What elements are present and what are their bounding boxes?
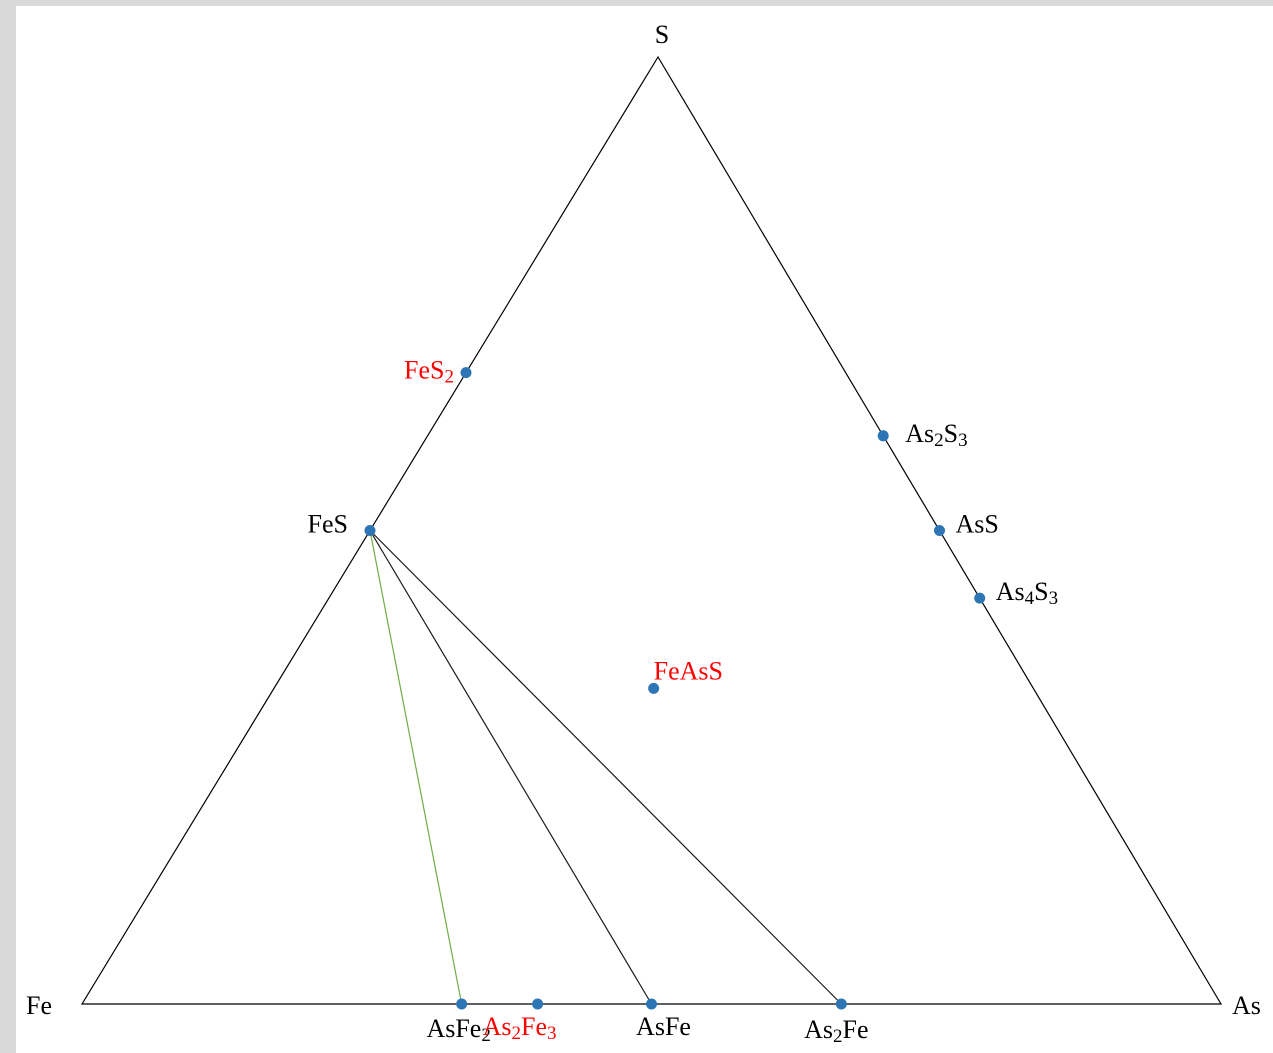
- compound-label-fes: FeS: [308, 510, 348, 539]
- tieline-fes-as2fe: [369, 530, 842, 1005]
- compound-label-part-as4s3-3: 3: [1049, 588, 1059, 609]
- compound-point-fes2: [460, 367, 472, 379]
- vertex-label-s: S: [655, 20, 669, 49]
- compound-label-asfe2: AsFe2: [426, 1014, 490, 1046]
- compound-label-part-as4s3-1: 4: [1025, 588, 1035, 609]
- compound-point-feass: [648, 682, 660, 694]
- compound-label-as4s3: As4S3: [996, 577, 1058, 609]
- compound-label-ass: AsS: [956, 510, 999, 539]
- compound-label-feass: FeAsS: [654, 656, 723, 685]
- compound-label-as2fe3: As2Fe3: [483, 1012, 557, 1044]
- compound-label-part-asfe2-0: AsFe: [426, 1014, 481, 1043]
- compound-label-part-as2s3-2: S: [944, 419, 958, 448]
- compound-point-asfe: [646, 998, 657, 1010]
- compound-label-part-as2s3-1: 2: [934, 430, 944, 451]
- diagram-canvas: [16, 6, 1273, 1053]
- compound-label-part-as2fe3-0: As: [483, 1012, 512, 1041]
- compound-label-part-fes-0: FeS: [308, 510, 348, 539]
- compound-label-asfe: AsFe: [636, 1012, 691, 1041]
- compound-label-part-as2fe-1: 2: [833, 1026, 843, 1047]
- compound-label-part-as2fe-0: As: [804, 1015, 833, 1044]
- compound-point-as2fe: [835, 998, 847, 1010]
- compound-label-part-feass-0: FeAsS: [654, 656, 723, 685]
- compound-label-part-fes2-0: FeS: [404, 356, 444, 385]
- compound-label-fes2: FeS2: [404, 356, 454, 388]
- tieline-group: [369, 530, 842, 1005]
- ternary-triangle-outline: [80, 55, 1223, 1005]
- compound-label-as2fe: As2Fe: [804, 1015, 868, 1047]
- compound-label-part-as2fe3-2: Fe: [521, 1012, 547, 1041]
- compound-label-part-as4s3-0: As: [996, 577, 1025, 606]
- compound-label-part-as2fe3-3: 3: [547, 1023, 557, 1044]
- compound-label-part-as2s3-0: As: [905, 419, 934, 448]
- compound-label-part-asfe2-1: 2: [481, 1025, 491, 1046]
- compound-label-part-asfe-0: AsFe: [636, 1012, 691, 1041]
- compound-label-part-fes2-1: 2: [445, 367, 455, 388]
- compound-label-part-as4s3-2: S: [1034, 577, 1048, 606]
- compound-label-part-as2fe3-1: 2: [512, 1023, 522, 1044]
- tieline-fes-asfe: [369, 530, 653, 1005]
- compound-label-part-ass-0: AsS: [956, 510, 999, 539]
- compound-point-ass: [934, 525, 945, 536]
- tieline-fes-asfe2: [369, 530, 463, 1005]
- compound-point-as4s3: [974, 592, 986, 604]
- compound-label-part-as2fe-2: Fe: [843, 1015, 869, 1044]
- vertex-label-as: As: [1232, 991, 1261, 1020]
- compound-label-part-as2s3-3: 3: [958, 430, 968, 451]
- vertex-label-fe: Fe: [26, 991, 52, 1020]
- compound-point-as2fe3: [532, 998, 544, 1010]
- compound-point-group: [364, 367, 986, 1010]
- compound-point-as2s3: [877, 430, 889, 442]
- compound-label-as2s3: As2S3: [905, 419, 967, 451]
- compound-point-fes: [364, 525, 376, 536]
- compound-point-asfe2: [456, 998, 468, 1010]
